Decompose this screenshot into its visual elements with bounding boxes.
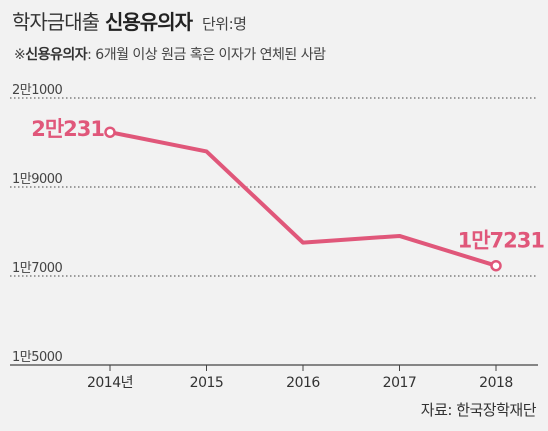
note-text: : 6개월 이상 원금 혹은 이자가 연체된 사람	[87, 47, 326, 63]
x-tick-label: 2016	[286, 375, 320, 391]
chart-title: 학자금대출 신용유의자 단위:명	[12, 6, 247, 35]
data-point-marker	[104, 126, 116, 138]
y-tick-label: 1만5000	[12, 350, 63, 365]
data-point-marker	[490, 259, 502, 272]
x-tick-label: 2015	[190, 375, 224, 391]
x-tick-label: 2018	[479, 375, 513, 391]
note-term: 신용유의자	[25, 47, 88, 63]
x-tick-label: 2014년	[87, 375, 133, 391]
y-tick-label: 2만1000	[12, 83, 63, 98]
title-bold: 신용유의자	[105, 10, 193, 34]
source-label: 자료: 한국장학재단	[420, 401, 537, 419]
data-label: 1만7231	[458, 229, 545, 253]
note-marker: ※	[14, 47, 26, 63]
unit-label: 단위:명	[202, 15, 247, 33]
data-label: 2만231	[31, 117, 104, 141]
y-tick-label: 1만7000	[12, 261, 63, 276]
y-tick-label: 1만9000	[12, 172, 63, 187]
x-tick-label: 2017	[383, 375, 417, 391]
definition-note: ※신용유의자: 6개월 이상 원금 혹은 이자가 연체된 사람	[14, 44, 326, 64]
title-light: 학자금대출	[12, 10, 100, 34]
series-line	[108, 130, 498, 268]
